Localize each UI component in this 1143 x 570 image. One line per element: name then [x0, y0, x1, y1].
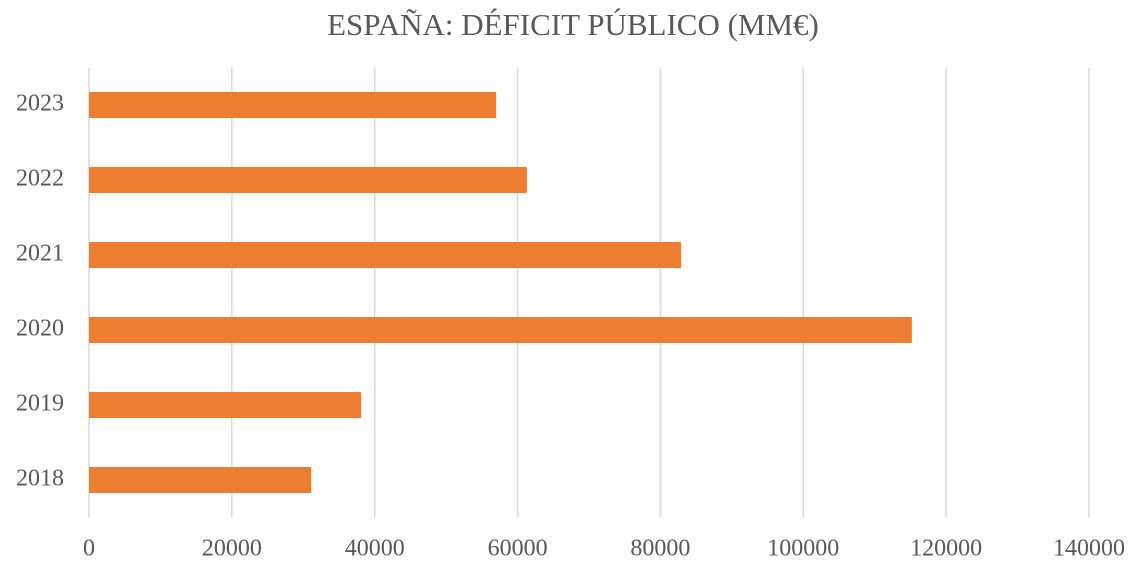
y-tick-label: 2021 [16, 241, 64, 267]
bar [89, 92, 497, 118]
x-tick-label: 40000 [345, 536, 405, 562]
bar [89, 167, 527, 193]
x-tick-label: 120000 [910, 536, 982, 562]
bar [89, 242, 682, 268]
x-tick-label: 0 [83, 536, 95, 562]
y-tick-label: 2018 [16, 466, 64, 492]
y-tick-label: 2022 [16, 166, 64, 192]
bar [89, 317, 912, 343]
y-tick-label: 2019 [16, 391, 64, 417]
x-tick-label: 60000 [488, 536, 548, 562]
bar [89, 392, 362, 418]
x-tick-label: 20000 [202, 536, 262, 562]
x-tick-label: 140000 [1053, 536, 1125, 562]
x-tick-label: 80000 [630, 536, 690, 562]
y-tick-label: 2023 [16, 91, 64, 117]
chart-title: ESPAÑA: DÉFICIT PÚBLICO (MM€) [327, 7, 819, 42]
bar [89, 467, 312, 493]
y-tick-label: 2020 [16, 316, 64, 342]
x-tick-label: 100000 [767, 536, 839, 562]
